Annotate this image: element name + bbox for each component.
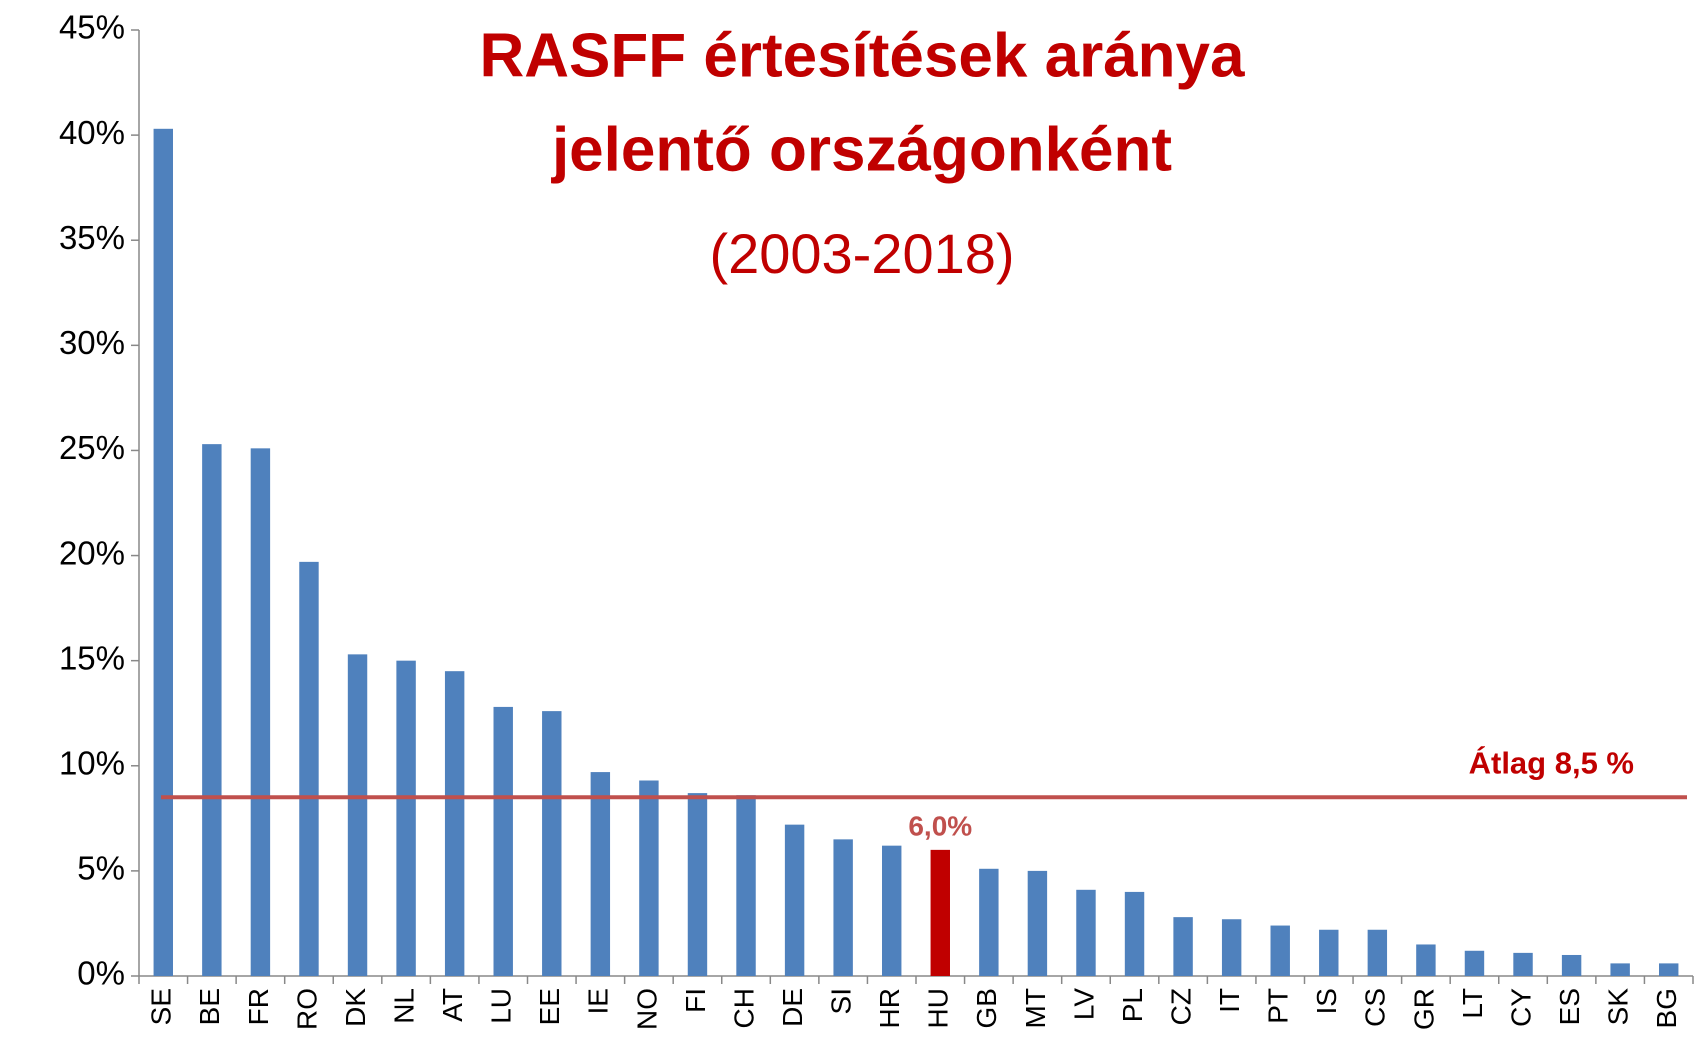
bar [250, 448, 271, 976]
data-label: 6,0% [908, 810, 972, 841]
bar [396, 660, 416, 976]
bar [444, 671, 465, 976]
x-tick-label: MT [1020, 988, 1051, 1028]
bar [153, 128, 173, 976]
x-tick-label: CS [1360, 988, 1391, 1027]
bar [1464, 950, 1485, 976]
bar [1027, 870, 1048, 976]
y-tick-label: 40% [59, 114, 125, 151]
x-tick-label: SE [146, 988, 177, 1025]
bar [1270, 925, 1290, 976]
bar [493, 706, 513, 976]
y-tick-label: 0% [77, 955, 125, 992]
bar [1221, 919, 1242, 976]
x-tick-label: HR [874, 988, 905, 1028]
x-tick-label: IE [583, 988, 614, 1014]
chart-subtitle: (2003-2018) [709, 222, 1014, 285]
x-tick-label: IS [1311, 988, 1342, 1014]
x-tick-label: FR [243, 988, 274, 1025]
bar [882, 845, 902, 976]
bar [784, 824, 805, 976]
bar [687, 793, 708, 976]
x-tick-label: EE [534, 988, 565, 1025]
x-tick-label: CY [1505, 988, 1536, 1027]
x-tick-label: NL [388, 988, 419, 1024]
bar [1659, 963, 1679, 976]
bar [1561, 954, 1582, 976]
chart-title: RASFF értesítések aránya [479, 21, 1245, 90]
bar [1124, 891, 1145, 976]
bar [930, 849, 950, 976]
y-tick-label: 15% [59, 639, 125, 676]
x-tick-label: BG [1651, 988, 1682, 1028]
x-tick-label: AT [437, 988, 468, 1022]
y-tick-label: 5% [77, 850, 125, 887]
x-tick-label: NO [631, 988, 662, 1030]
bar [1610, 963, 1630, 976]
bar [1416, 944, 1436, 976]
x-tick-label: GR [1408, 988, 1439, 1030]
bar [1076, 889, 1096, 976]
bar [639, 780, 659, 976]
chart-title: jelentő országonként [551, 115, 1172, 184]
x-tick-label: HU [923, 988, 954, 1028]
x-tick-label: SK [1603, 988, 1634, 1026]
bar [542, 711, 562, 976]
bar [347, 654, 368, 976]
bar [979, 868, 999, 976]
bar [833, 839, 853, 976]
bar [1367, 929, 1388, 976]
x-tick-label: LU [486, 988, 517, 1024]
bar [1319, 929, 1339, 976]
bar [202, 444, 222, 976]
average-label: Átlag 8,5 % [1469, 745, 1634, 780]
x-tick-label: GB [971, 988, 1002, 1028]
x-tick-label: PL [1117, 988, 1148, 1022]
x-tick-label: FI [680, 988, 711, 1013]
y-tick-label: 30% [59, 324, 125, 361]
x-tick-label: LT [1457, 988, 1488, 1019]
x-tick-label: LV [1068, 988, 1099, 1020]
x-tick-label: DE [777, 988, 808, 1027]
y-tick-label: 35% [59, 219, 125, 256]
bar [736, 795, 756, 976]
x-tick-label: RO [291, 988, 322, 1030]
bar [1513, 952, 1533, 976]
x-tick-label: BE [194, 988, 225, 1025]
x-tick-label: PT [1263, 988, 1294, 1024]
x-tick-label: CZ [1165, 988, 1196, 1025]
x-tick-label: CH [728, 988, 759, 1028]
y-tick-label: 45% [59, 9, 125, 46]
x-tick-label: SI [826, 988, 857, 1014]
bar [590, 772, 611, 976]
y-tick-label: 20% [59, 534, 125, 571]
bar [299, 561, 319, 976]
x-tick-label: DK [340, 988, 371, 1027]
bar [1173, 917, 1193, 976]
x-tick-label: ES [1554, 988, 1585, 1025]
y-tick-label: 10% [59, 744, 125, 781]
y-tick-label: 25% [59, 429, 125, 466]
x-tick-label: IT [1214, 988, 1245, 1013]
